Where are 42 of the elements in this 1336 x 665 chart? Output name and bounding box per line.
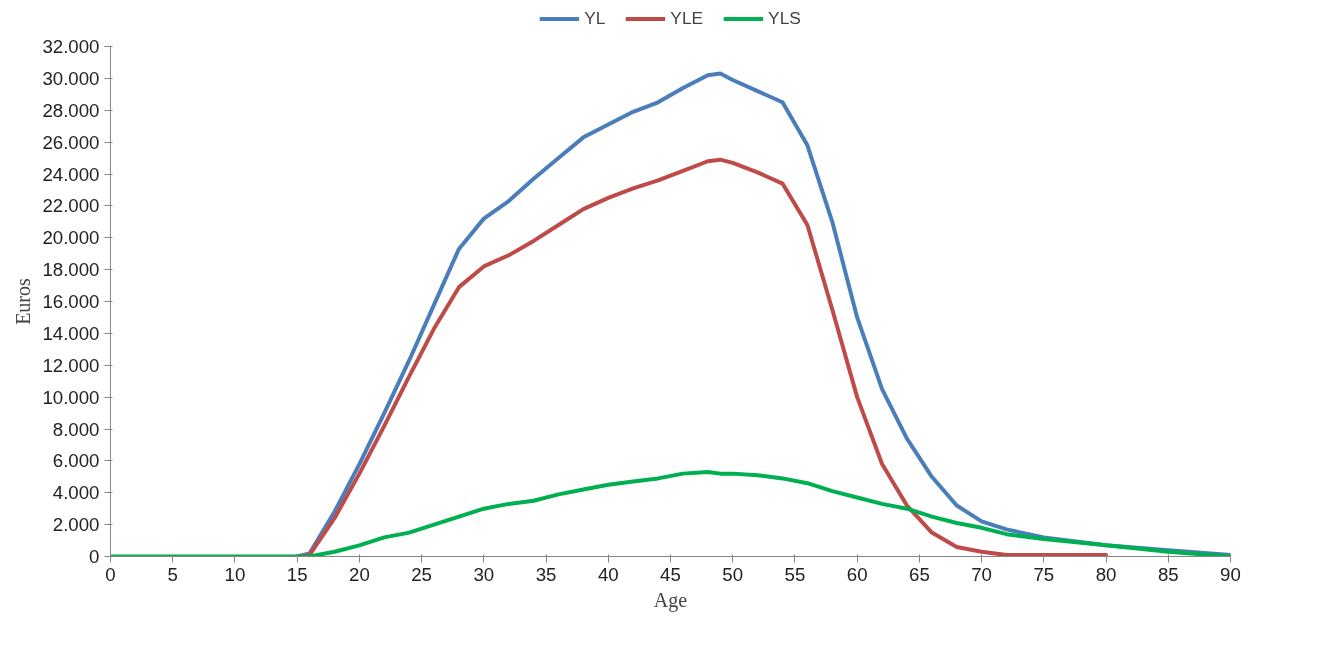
x-tick-label: 90 [1220, 563, 1241, 585]
y-tick-label: 14.000 [42, 322, 100, 344]
x-tick-label: 70 [971, 563, 992, 585]
y-tick-label: 2.000 [52, 514, 100, 536]
x-tick-label: 20 [349, 563, 370, 585]
y-tick-label: 8.000 [52, 418, 100, 440]
x-tick-label: 5 [167, 563, 178, 585]
x-tick-label: 75 [1033, 563, 1055, 585]
x-tick-label: 60 [846, 563, 868, 585]
y-tick-label: 12.000 [42, 354, 100, 376]
y-tick-label: 18.000 [42, 259, 100, 281]
x-tick-label: 15 [286, 563, 308, 585]
x-tick-label: 45 [660, 563, 681, 585]
y-tick-label: 30.000 [42, 67, 100, 89]
legend-label: YLS [768, 7, 801, 29]
y-tick-label: 20.000 [42, 227, 100, 249]
y-tick-label: 6.000 [52, 450, 100, 472]
legend-label: YLE [670, 7, 704, 29]
y-tick-label: 26.000 [42, 131, 100, 153]
x-tick-label: 25 [411, 563, 432, 585]
y-tick-label: 22.000 [42, 195, 100, 217]
y-tick-label: 28.000 [42, 99, 100, 121]
y-tick-label: 32.000 [42, 36, 100, 57]
x-tick-label: 50 [722, 563, 744, 585]
x-tick-label: 80 [1095, 563, 1117, 585]
x-axis-title: Age [653, 588, 688, 612]
x-tick-label: 85 [1157, 563, 1179, 585]
y-tick-label: 10.000 [42, 386, 100, 408]
legend-label: YL [584, 7, 606, 29]
y-axis-title: Euros [12, 277, 35, 325]
y-tick-label: 0 [89, 546, 100, 567]
y-tick-label: 4.000 [52, 482, 100, 504]
x-tick-label: 65 [909, 563, 930, 585]
x-tick-label: 40 [597, 563, 619, 585]
y-tick-label: 16.000 [42, 291, 100, 312]
x-tick-label: 30 [473, 563, 495, 585]
x-tick-label: 10 [224, 563, 246, 585]
x-tick-label: 55 [784, 563, 806, 585]
x-tick-label: 35 [535, 563, 557, 585]
line-series [295, 157, 1109, 557]
x-tick-label: 0 [105, 563, 116, 585]
y-tick-label: 24.000 [42, 163, 100, 185]
